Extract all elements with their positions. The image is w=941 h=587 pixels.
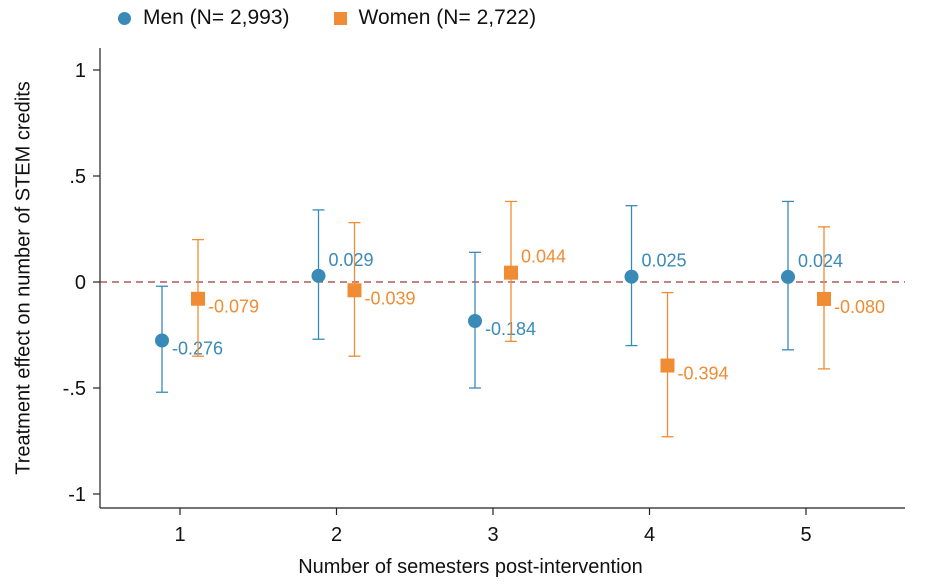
data-point-men bbox=[781, 269, 795, 284]
data-label: 0.044 bbox=[521, 247, 566, 267]
x-tick-label: 2 bbox=[331, 524, 342, 546]
data-label: -0.039 bbox=[365, 288, 416, 308]
data-point-men bbox=[624, 269, 639, 284]
data-point-men bbox=[155, 333, 169, 348]
data-label: 0.025 bbox=[642, 251, 687, 271]
legend-item-men: Men (N= 2,993) bbox=[118, 6, 290, 30]
y-tick-label: -1 bbox=[68, 484, 86, 506]
data-label: 0.024 bbox=[798, 251, 843, 271]
legend-label-women: Women (N= 2,722) bbox=[358, 6, 537, 29]
y-axis-label: Treatment effect on number of STEM credi… bbox=[12, 81, 35, 475]
data-point-men bbox=[468, 314, 482, 329]
data-label: 0.029 bbox=[329, 250, 374, 270]
data-label: -0.394 bbox=[678, 364, 729, 384]
y-tick-label: 1 bbox=[75, 60, 86, 82]
data-point-women bbox=[817, 291, 831, 306]
y-tick-label: 0 bbox=[75, 272, 86, 294]
y-tick-label: .5 bbox=[69, 166, 86, 188]
x-tick-label: 4 bbox=[644, 524, 655, 546]
x-axis-label: Number of semesters post-intervention bbox=[298, 556, 643, 578]
data-point-women bbox=[660, 358, 675, 373]
data-point-women bbox=[504, 265, 518, 280]
x-tick-label: 1 bbox=[174, 524, 185, 546]
y-tick-label: -.5 bbox=[63, 378, 86, 400]
legend: Men (N= 2,993) Women (N= 2,722) bbox=[118, 6, 580, 30]
data-point-women bbox=[191, 291, 205, 306]
legend-label-men: Men (N= 2,993) bbox=[143, 6, 290, 29]
x-tick-label: 5 bbox=[800, 524, 811, 546]
data-label: -0.079 bbox=[208, 297, 259, 317]
data-point-women bbox=[347, 283, 362, 298]
data-point-men bbox=[311, 268, 326, 283]
men-marker-icon bbox=[118, 11, 131, 25]
legend-item-women: Women (N= 2,722) bbox=[333, 6, 537, 30]
x-tick-label: 3 bbox=[487, 524, 498, 546]
data-label: -0.080 bbox=[834, 297, 885, 317]
women-marker-icon bbox=[333, 11, 347, 25]
